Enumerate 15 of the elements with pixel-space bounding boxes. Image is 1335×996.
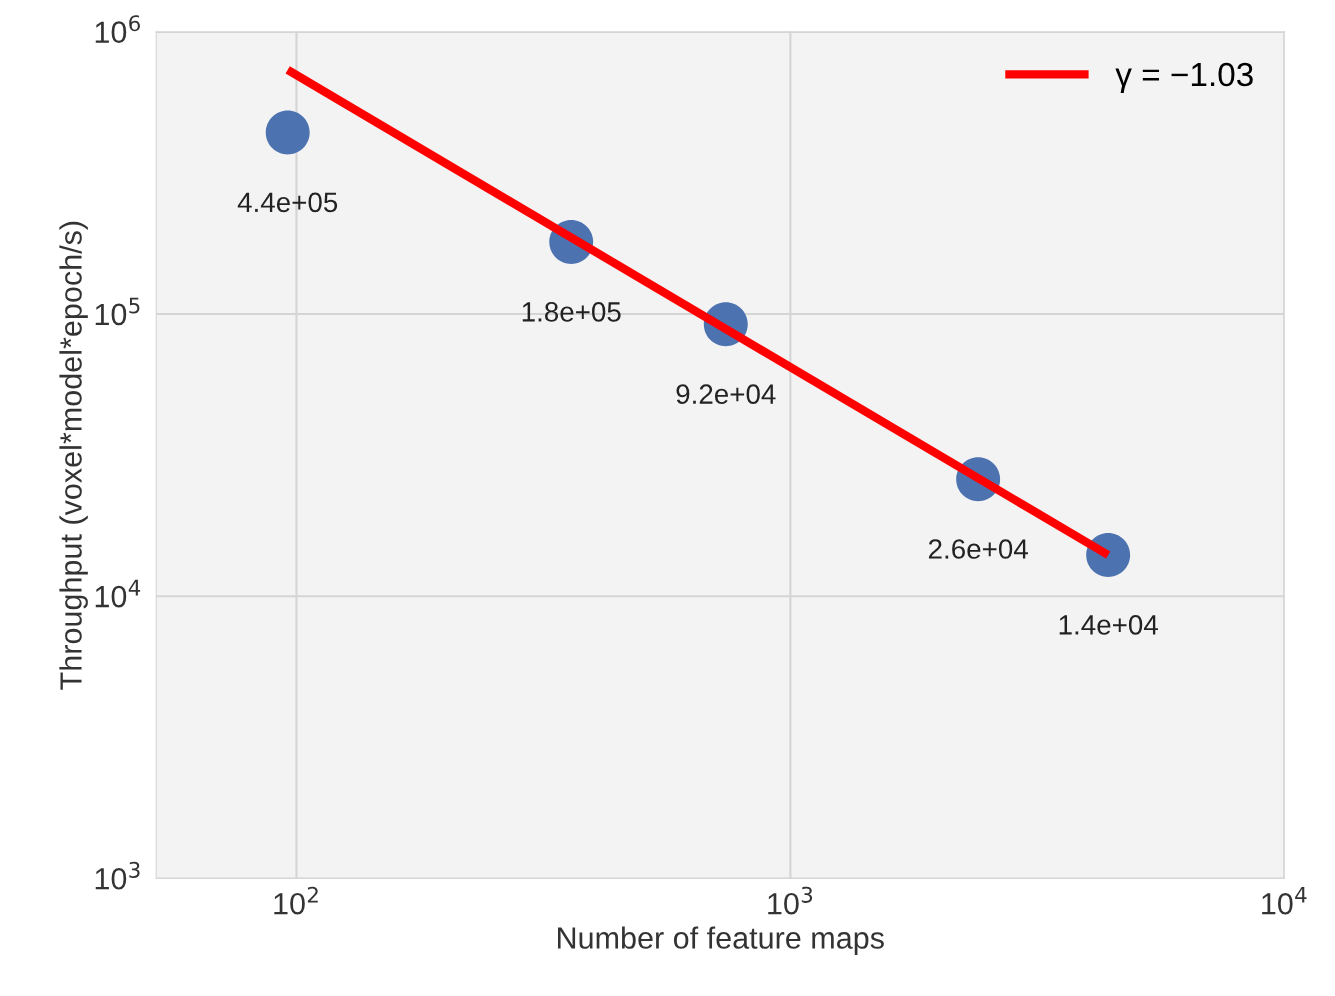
legend-label: γ = −1.03 xyxy=(1115,62,1253,93)
y-tick-label: 10$^{6}$ xyxy=(95,15,140,44)
y-axis-title: Throughput (voxel*model*epoch/s) xyxy=(59,221,88,690)
x-tick-label: 10$^{3}$ xyxy=(768,886,813,915)
y-tick-label: 10$^{3}$ xyxy=(95,861,140,890)
data-label: 9.2e+04 xyxy=(676,384,776,404)
x-tick-label: 10$^{2}$ xyxy=(274,886,318,915)
y-tick-label: 10$^{5}$ xyxy=(95,297,140,326)
data-label: 4.4e+05 xyxy=(237,192,338,213)
data-label: 2.6e+04 xyxy=(928,539,1028,559)
data-label: 1.4e+04 xyxy=(1059,615,1158,635)
y-tick-label: 10$^{4}$ xyxy=(95,579,141,608)
x-tick-label: 10$^{4}$ xyxy=(1262,887,1307,915)
x-axis-title: Number of feature maps xyxy=(558,926,884,955)
data-label: 1.8e+05 xyxy=(522,302,621,322)
